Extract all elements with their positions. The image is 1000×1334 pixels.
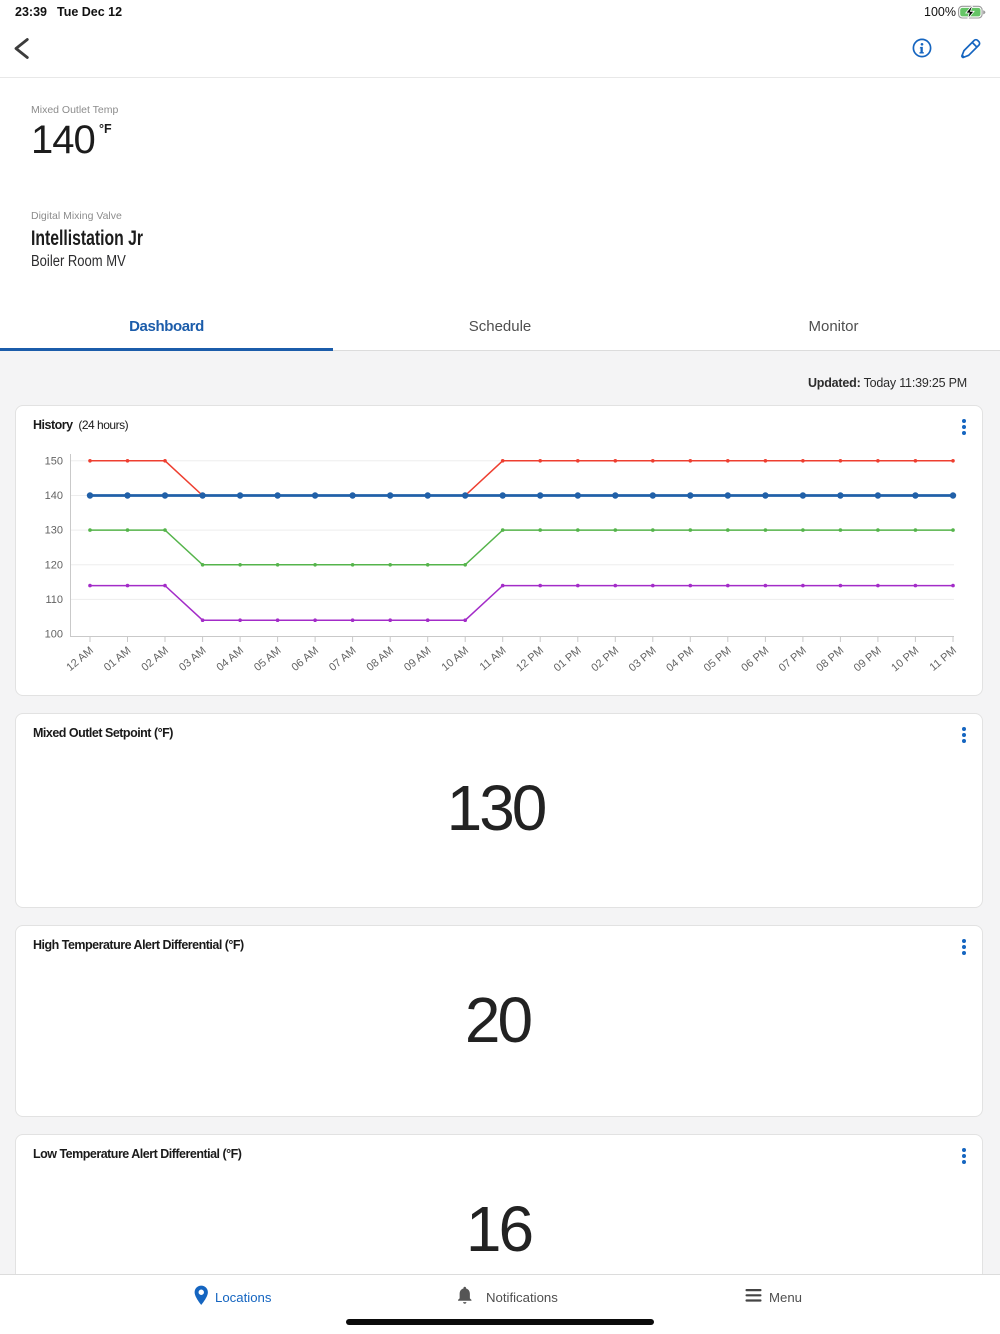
svg-text:06 AM: 06 AM	[289, 645, 321, 674]
svg-text:12 AM: 12 AM	[64, 645, 96, 674]
svg-text:09 PM: 09 PM	[852, 645, 884, 675]
svg-text:01 PM: 01 PM	[552, 645, 584, 675]
svg-text:150: 150	[45, 455, 63, 467]
svg-text:05 PM: 05 PM	[702, 645, 734, 675]
svg-text:140: 140	[45, 490, 63, 502]
svg-text:03 AM: 03 AM	[177, 645, 209, 674]
svg-text:10 AM: 10 AM	[440, 645, 472, 674]
svg-text:07 PM: 07 PM	[777, 645, 809, 675]
svg-text:06 PM: 06 PM	[739, 645, 771, 675]
svg-text:05 AM: 05 AM	[252, 645, 284, 674]
svg-text:100: 100	[45, 629, 63, 641]
svg-text:10 PM: 10 PM	[889, 645, 921, 675]
svg-text:07 AM: 07 AM	[327, 645, 359, 674]
svg-text:130: 130	[45, 525, 63, 537]
svg-text:08 AM: 08 AM	[365, 645, 397, 674]
svg-text:04 AM: 04 AM	[214, 645, 246, 674]
svg-text:12 PM: 12 PM	[514, 645, 546, 675]
svg-text:11 PM: 11 PM	[927, 645, 958, 674]
svg-text:03 PM: 03 PM	[627, 645, 659, 675]
svg-text:09 AM: 09 AM	[402, 645, 434, 674]
svg-text:01 AM: 01 AM	[102, 645, 134, 674]
svg-text:04 PM: 04 PM	[664, 645, 696, 675]
svg-text:08 PM: 08 PM	[814, 645, 846, 675]
svg-text:02 PM: 02 PM	[589, 645, 621, 675]
svg-text:11 AM: 11 AM	[478, 645, 509, 674]
svg-text:120: 120	[45, 559, 63, 571]
svg-text:110: 110	[45, 594, 63, 606]
svg-text:02 AM: 02 AM	[139, 645, 171, 674]
